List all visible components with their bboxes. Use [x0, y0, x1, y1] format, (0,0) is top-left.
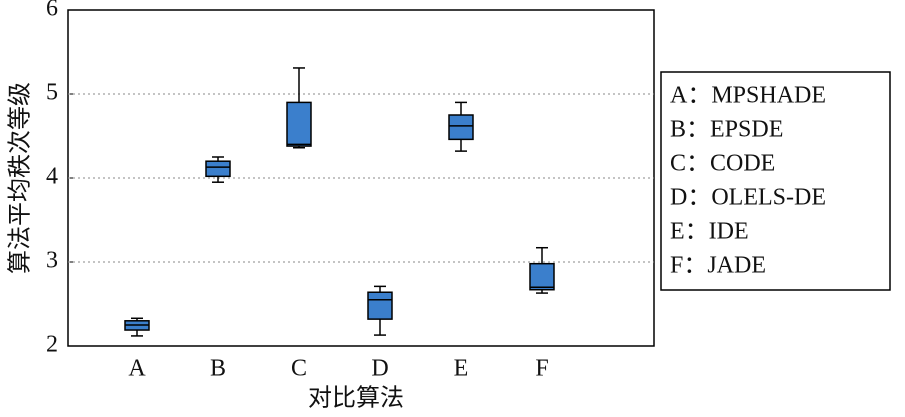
legend-label: A：MPSHADE	[670, 83, 826, 109]
y-tick-label: 6	[46, 0, 58, 22]
box	[205, 160, 231, 178]
legend-label: D：OLELS-DE	[670, 185, 826, 211]
y-tick-label: 2	[46, 332, 58, 358]
box	[286, 101, 312, 147]
legend-label: C：CODE	[670, 151, 775, 177]
box	[529, 262, 555, 291]
y-tick-label: 3	[46, 248, 58, 274]
x-tick-label: F	[535, 356, 548, 382]
box	[367, 291, 393, 320]
legend-box	[660, 71, 891, 291]
y-axis-title: 算法平均秩次等级	[7, 82, 34, 274]
x-tick-label: E	[454, 356, 469, 382]
plot-frame	[67, 9, 655, 347]
x-tick-label: A	[128, 356, 146, 382]
y-tick-label: 5	[46, 80, 58, 106]
legend-label: E：IDE	[670, 219, 749, 245]
y-tick-label: 4	[46, 164, 58, 190]
x-tick-label: D	[371, 356, 388, 382]
box	[448, 114, 474, 141]
x-tick-label: B	[210, 356, 226, 382]
legend-label: F：JADE	[670, 253, 766, 279]
x-tick-label: C	[291, 356, 307, 382]
legend-label: B：EPSDE	[670, 117, 783, 143]
x-axis-title: 对比算法	[308, 385, 404, 412]
